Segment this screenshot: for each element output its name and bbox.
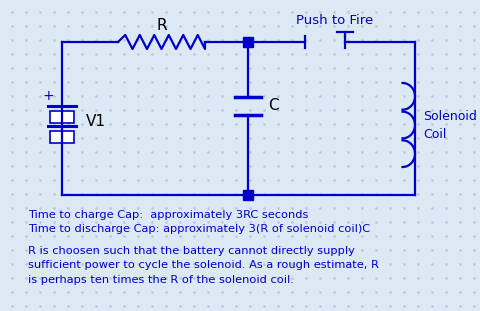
Text: +: + bbox=[42, 89, 54, 103]
Text: C: C bbox=[268, 99, 278, 114]
Text: Coil: Coil bbox=[423, 128, 446, 142]
Text: R: R bbox=[156, 18, 167, 34]
Text: Push to Fire: Push to Fire bbox=[296, 13, 373, 26]
Text: Solenoid: Solenoid bbox=[423, 110, 477, 123]
Text: Time to discharge Cap: approximately 3(R of solenoid coil)C: Time to discharge Cap: approximately 3(R… bbox=[28, 224, 370, 234]
Text: R is choosen such that the battery cannot directly supply
sufficient power to cy: R is choosen such that the battery canno… bbox=[28, 246, 379, 285]
Text: V1: V1 bbox=[86, 114, 106, 128]
FancyBboxPatch shape bbox=[50, 131, 74, 143]
Text: Time to charge Cap:  approximately 3RC seconds: Time to charge Cap: approximately 3RC se… bbox=[28, 210, 308, 220]
FancyBboxPatch shape bbox=[50, 111, 74, 123]
